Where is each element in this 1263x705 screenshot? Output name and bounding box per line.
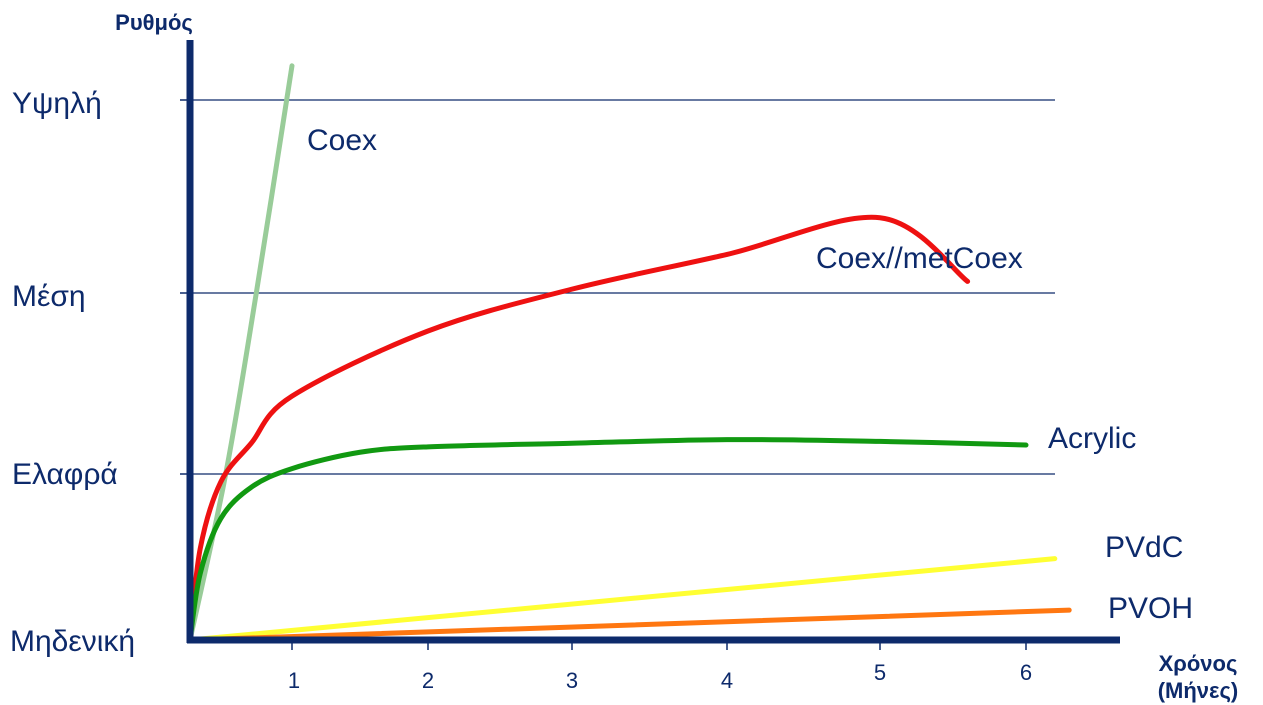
x-tick-label-3: 3 bbox=[566, 668, 578, 693]
y-level-label-zero: Μηδενική bbox=[10, 625, 135, 658]
x-tick-label-1: 1 bbox=[288, 668, 300, 693]
series-label-pvdc: PVdC bbox=[1105, 531, 1183, 564]
x-tick-label-4: 4 bbox=[721, 668, 733, 693]
axes bbox=[186, 40, 1120, 644]
x-axis-title-line1: Χρόνος bbox=[1159, 651, 1238, 676]
y-axis-title: Ρυθμός bbox=[115, 10, 193, 35]
grid-lines bbox=[190, 99, 1055, 475]
x-axis-title-line2: (Μήνες) bbox=[1158, 678, 1239, 703]
series-label-pvoh: PVOH bbox=[1108, 592, 1193, 625]
series-labels: Coex Coex//metCoex Acrylic PVdC PVOH bbox=[307, 124, 1193, 625]
axis-ticks bbox=[180, 99, 1027, 650]
y-level-label-high: Υψηλή bbox=[12, 87, 102, 120]
x-tick-label-6: 6 bbox=[1020, 660, 1032, 685]
series-label-coex: Coex bbox=[307, 124, 377, 157]
x-tick-label-2: 2 bbox=[422, 668, 434, 693]
series-line-coex-metcoex bbox=[187, 214, 971, 643]
series-lines bbox=[187, 63, 1072, 643]
x-tick-label-5: 5 bbox=[874, 660, 886, 685]
series-line-coex bbox=[187, 63, 295, 643]
series-line-acrylic bbox=[187, 437, 1029, 643]
y-level-label-medium: Μέση bbox=[12, 280, 86, 313]
y-level-labels: Μηδενική Ελαφρά Μέση Υψηλή bbox=[10, 87, 135, 658]
x-tick-labels: 1 2 3 4 5 6 bbox=[288, 660, 1032, 693]
series-line-pvdc bbox=[187, 556, 1058, 643]
series-label-coex-metcoex: Coex//metCoex bbox=[816, 242, 1023, 275]
y-level-label-light: Ελαφρά bbox=[12, 458, 118, 491]
series-label-acrylic: Acrylic bbox=[1048, 422, 1136, 455]
series-line-pvoh bbox=[187, 607, 1072, 643]
